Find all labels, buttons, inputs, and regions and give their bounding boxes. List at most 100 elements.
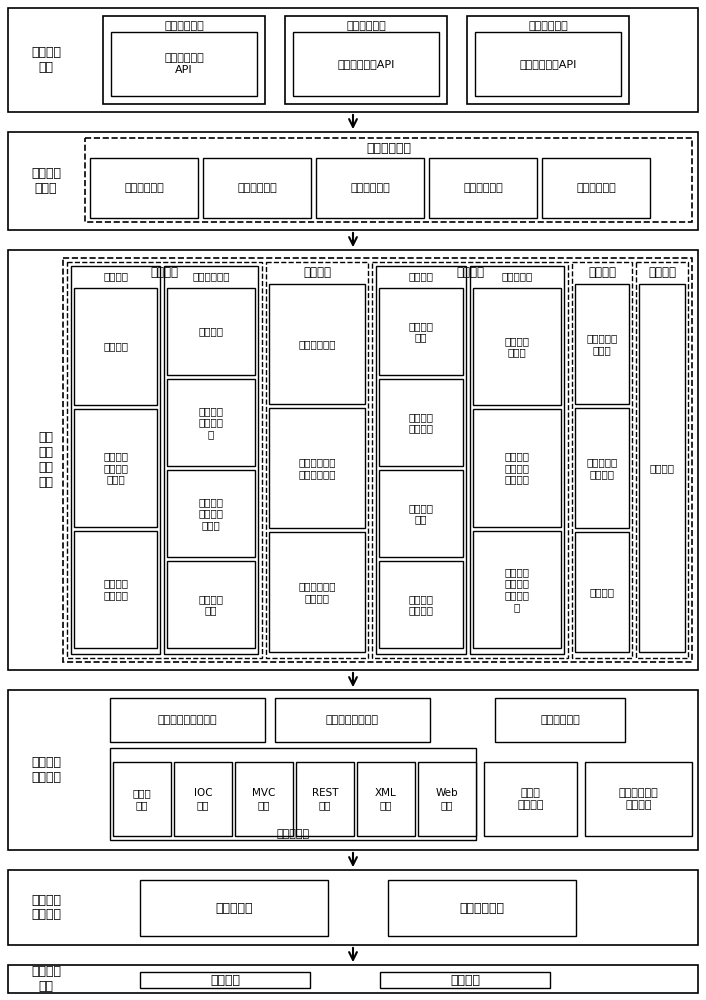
Bar	[585, 762, 692, 836]
Text: 发出任务调
度请求: 发出任务调 度请求	[587, 333, 618, 355]
Text: 算法推送服务: 算法推送服务	[237, 183, 277, 193]
Bar	[203, 158, 311, 218]
Bar	[74, 409, 157, 527]
Bar	[572, 262, 632, 658]
Bar	[235, 762, 293, 836]
Bar	[542, 158, 650, 218]
Text: 读取任务
信息: 读取任务 信息	[409, 503, 433, 524]
Text: 任务检索: 任务检索	[409, 271, 433, 281]
Bar	[357, 762, 415, 836]
Text: 数据库访问: 数据库访问	[215, 902, 253, 914]
Bar	[167, 379, 255, 466]
Text: 计算数据
存储位置: 计算数据 存储位置	[103, 579, 128, 600]
Bar	[90, 158, 198, 218]
Bar	[140, 972, 310, 988]
Text: 获取并返
回系统拓
扑信息: 获取并返 回系统拓 扑信息	[103, 451, 128, 485]
Bar	[167, 288, 255, 375]
Text: 并行处理
资源: 并行处理 资源	[31, 46, 61, 74]
Bar	[484, 762, 577, 836]
Bar	[8, 132, 698, 230]
Bar	[636, 262, 688, 658]
Bar	[380, 972, 550, 988]
Text: 并行处理
基础服务: 并行处理 基础服务	[31, 756, 61, 784]
Text: 并行任务处理: 并行任务处理	[366, 141, 411, 154]
Text: 算法推送: 算法推送	[303, 265, 331, 278]
Text: 输入检索
条件: 输入检索 条件	[409, 321, 433, 342]
Text: 位置感知: 位置感知	[103, 271, 128, 281]
Bar	[164, 266, 258, 654]
Text: 读取并返
回任务执
行状态信
息: 读取并返 回任务执 行状态信 息	[505, 567, 530, 612]
Bar	[85, 138, 692, 222]
Text: 任务单监视: 任务单监视	[501, 271, 532, 281]
Text: 算法模型: 算法模型	[450, 974, 480, 986]
Bar	[429, 158, 537, 218]
Text: 并行处理
数据访问: 并行处理 数据访问	[31, 894, 61, 922]
Bar	[316, 158, 424, 218]
Text: 网络信息接入
网关服务: 网络信息接入 网关服务	[618, 788, 659, 810]
Bar	[266, 262, 368, 658]
Bar	[8, 870, 698, 945]
Bar	[8, 8, 698, 112]
Bar	[63, 258, 692, 662]
Text: 并行处理集群管理: 并行处理集群管理	[326, 715, 379, 725]
Text: 分配生产
节点: 分配生产 节点	[198, 594, 224, 615]
Text: 产品推送服务: 产品推送服务	[576, 183, 616, 193]
Text: 任务管理: 任务管理	[456, 265, 484, 278]
Text: 提交监视
任务执行
状态请求: 提交监视 任务执行 状态请求	[505, 451, 530, 485]
Bar	[269, 408, 365, 528]
Text: 软插件
总线服务: 软插件 总线服务	[517, 788, 544, 810]
Bar	[8, 250, 698, 670]
Text: REST
框架: REST 框架	[312, 788, 338, 810]
Text: 产品推送: 产品推送	[650, 463, 674, 473]
Text: 匹配任务单
对应算法: 匹配任务单 对应算法	[587, 457, 618, 479]
Bar	[376, 266, 466, 654]
Text: 并行
处理
业务
服务: 并行 处理 业务 服务	[39, 431, 54, 489]
Text: XML
框架: XML 框架	[375, 788, 397, 810]
Bar	[8, 965, 698, 993]
Bar	[113, 762, 171, 836]
Text: 文件系统访问: 文件系统访问	[460, 902, 505, 914]
Text: 创建任务操作API: 创建任务操作API	[520, 59, 577, 69]
Bar	[575, 284, 629, 404]
Bar	[470, 266, 564, 654]
Text: MVC
框架: MVC 框架	[252, 788, 275, 810]
Text: 生产订单到达: 生产订单到达	[298, 339, 336, 349]
Bar	[467, 16, 629, 104]
Bar	[418, 762, 476, 836]
Bar	[379, 288, 463, 375]
Text: 配置参数资源API: 配置参数资源API	[337, 59, 395, 69]
Text: 并行处理
模型: 并行处理 模型	[31, 965, 61, 993]
Bar	[110, 748, 476, 840]
Text: 操作任务资源: 操作任务资源	[164, 21, 204, 31]
Bar	[140, 880, 328, 936]
Text: 返回推送算法
完成信息: 返回推送算法 完成信息	[298, 581, 336, 603]
Bar	[379, 379, 463, 466]
Text: 发出任务
检索请求: 发出任务 检索请求	[409, 412, 433, 433]
Text: 调用算法: 调用算法	[590, 587, 614, 597]
Text: 返回任务
检索结果: 返回任务 检索结果	[409, 594, 433, 615]
Bar	[110, 698, 265, 742]
Text: 并行处理
工作流: 并行处理 工作流	[31, 167, 61, 195]
Text: Web
容器: Web 容器	[436, 788, 458, 810]
Bar	[167, 561, 255, 648]
Bar	[495, 698, 625, 742]
Text: 创建任务操作: 创建任务操作	[528, 21, 568, 31]
Text: 产品推送: 产品推送	[648, 265, 676, 278]
Bar	[111, 32, 257, 96]
Bar	[475, 32, 621, 96]
Text: 动态分配节点: 动态分配节点	[192, 271, 229, 281]
Bar	[71, 266, 160, 654]
Text: 选择待监
视任务: 选择待监 视任务	[505, 336, 530, 357]
Bar	[103, 16, 265, 104]
Text: 生产订单: 生产订单	[198, 326, 224, 336]
Bar	[372, 262, 568, 658]
Bar	[285, 16, 447, 104]
Bar	[269, 532, 365, 652]
Text: 获取并返
回节点状
态信息: 获取并返 回节点状 态信息	[198, 497, 224, 530]
Text: 业务管理: 业务管理	[150, 265, 179, 278]
Text: 业务管理服务: 业务管理服务	[124, 183, 164, 193]
Text: 任务调度: 任务调度	[588, 265, 616, 278]
Text: 推送对应的算
法到计算节点: 推送对应的算 法到计算节点	[298, 457, 336, 479]
Bar	[174, 762, 232, 836]
Text: 分布式文件系统管理: 分布式文件系统管理	[157, 715, 217, 725]
